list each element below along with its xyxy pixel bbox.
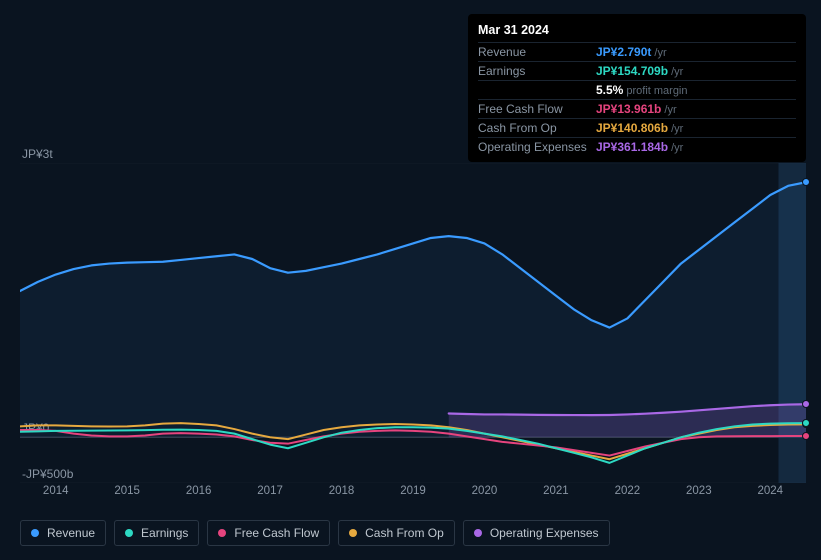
tooltip-row-label: Cash From Op [478,121,596,135]
x-axis-label: 2017 [257,485,283,497]
tooltip-row: Cash From OpJP¥140.806b /yr [478,118,796,137]
tooltip-row: Free Cash FlowJP¥13.961b /yr [478,99,796,118]
x-axis-label: 2018 [329,485,355,497]
tooltip-row-label: Operating Expenses [478,140,596,154]
x-axis-label: 2014 [43,485,69,497]
financials-chart: JP¥3tJP¥0-JP¥500b 2014201520162017201820… [0,155,821,515]
tooltip-row-unit: /yr [671,66,683,78]
tooltip-row-unit: /yr [671,123,683,135]
x-axis-label: 2024 [757,485,783,497]
series-end-marker [802,178,810,186]
x-axis-label: 2015 [114,485,140,497]
legend-label: Cash From Op [365,526,444,540]
tooltip-row-value: JP¥361.184b [596,140,668,154]
legend-item[interactable]: Revenue [20,520,106,546]
tooltip-row-label: Free Cash Flow [478,102,596,116]
legend-color-dot [474,529,482,537]
legend-label: Earnings [141,526,188,540]
x-axis-label: 2022 [615,485,641,497]
tooltip-row: 5.5% profit margin [478,80,796,99]
tooltip-row: Operating ExpensesJP¥361.184b /yr [478,137,796,156]
tooltip-row-value: JP¥140.806b [596,121,668,135]
x-axis-label: 2020 [472,485,498,497]
tooltip-row: EarningsJP¥154.709b /yr [478,61,796,80]
tooltip-row-label: Earnings [478,64,596,78]
series-end-marker [802,400,810,408]
legend-item[interactable]: Earnings [114,520,199,546]
x-axis-label: 2021 [543,485,569,497]
tooltip-row-value: JP¥154.709b [596,64,668,78]
tooltip-row-unit: profit margin [626,85,687,97]
tooltip-row-unit: /yr [671,142,683,154]
legend-color-dot [218,529,226,537]
legend-color-dot [349,529,357,537]
tooltip-row-value: JP¥13.961b [596,102,661,116]
legend-item[interactable]: Operating Expenses [463,520,610,546]
tooltip-row-unit: /yr [664,104,676,116]
legend-label: Revenue [47,526,95,540]
tooltip-row: RevenueJP¥2.790t /yr [478,42,796,61]
tooltip-row-label: Revenue [478,45,596,59]
legend-label: Operating Expenses [490,526,599,540]
tooltip-row-unit: /yr [654,47,666,59]
tooltip-row-value: JP¥2.790t [596,45,651,59]
x-axis-label: 2023 [686,485,712,497]
chart-plot-area[interactable] [20,163,806,483]
legend-item[interactable]: Free Cash Flow [207,520,330,546]
tooltip-date: Mar 31 2024 [478,20,796,42]
legend-label: Free Cash Flow [234,526,319,540]
tooltip-row-value: 5.5% [596,83,623,97]
y-axis-label: JP¥3t [22,147,53,161]
legend-item[interactable]: Cash From Op [338,520,455,546]
data-tooltip: Mar 31 2024 RevenueJP¥2.790t /yrEarnings… [468,14,806,162]
series-end-marker [802,419,810,427]
x-axis-label: 2019 [400,485,426,497]
legend-color-dot [31,529,39,537]
legend: Revenue Earnings Free Cash Flow Cash From O… [20,520,610,546]
series-end-marker [802,432,810,440]
legend-color-dot [125,529,133,537]
x-axis-label: 2016 [186,485,212,497]
